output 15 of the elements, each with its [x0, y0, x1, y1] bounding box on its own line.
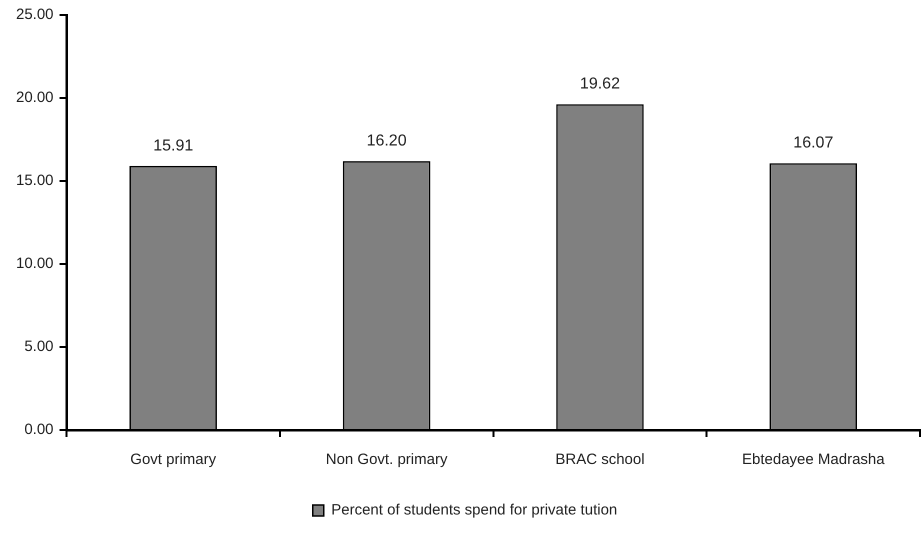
y-tick-label: 0.00: [24, 421, 54, 438]
y-tick-label: 20.00: [16, 89, 54, 106]
data-label: 19.62: [580, 76, 620, 93]
data-label: 16.07: [793, 134, 834, 152]
x-tick-label: Non Govt. primary: [326, 451, 448, 468]
y-tick-label: 10.00: [16, 255, 54, 272]
x-tick-label: Ebtedayee Madrasha: [742, 451, 886, 468]
y-tick-label: 25.00: [16, 6, 54, 24]
x-tick-label: BRAC school: [555, 451, 645, 468]
y-tick-label: 15.00: [16, 172, 54, 190]
legend-label: Percent of students spend for private tution: [331, 502, 618, 519]
data-label: 16.20: [366, 132, 407, 150]
y-tick-label: 5.00: [24, 338, 54, 356]
data-label: 15.91: [153, 137, 194, 154]
x-tick-label: Govt primary: [130, 451, 217, 468]
